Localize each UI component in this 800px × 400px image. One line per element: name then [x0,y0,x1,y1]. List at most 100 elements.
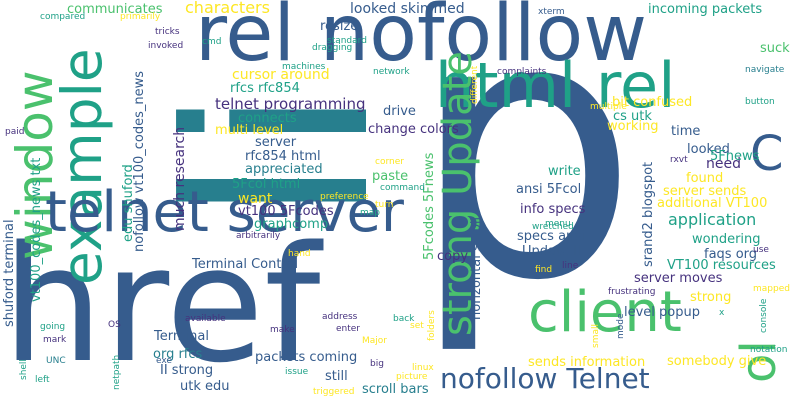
word-30: 5Fcol html [232,177,301,192]
word-24: multi level [215,123,284,138]
word-27: server [255,135,297,150]
word-60: scroll bars [362,382,429,397]
word-26: much research [172,126,188,231]
word-92: corner [375,157,404,167]
word-111: available [185,314,226,324]
word-4: html rel [435,49,676,122]
word-56: org rfcs [153,347,203,362]
word-116: enter [336,324,361,334]
word-49: VT100 resources [667,258,776,273]
word-95: map [360,208,380,218]
word-96: preference [320,192,369,202]
word-97: arbitrarily [236,231,281,241]
word-125: big [370,359,384,369]
word-29: appreciated [245,162,323,177]
word-10: nofollow Telnet [440,362,650,395]
word-17: telnet programming [215,95,366,113]
word-98: wretched [532,222,574,232]
word-84: xterm [538,7,565,17]
word-94: turn [375,200,394,210]
word-61: Terminal Control [192,257,299,272]
word-100: hand [288,249,311,259]
word-107: mode [616,313,626,339]
word-76: primarily [120,12,161,22]
word-47: wondering [692,232,761,247]
word-82: machines [282,62,326,72]
word-128: picture [396,372,428,382]
word-28: rfc854 html [245,149,321,164]
word-0: p [410,0,639,359]
word-104: mapped [753,284,790,294]
word-117: back [393,314,415,324]
word-66: nofollow vt100_codes_news [132,70,147,252]
word-63: shuford terminal [2,219,17,327]
word-14: communicates [67,2,163,17]
word-23: change colors [368,122,459,137]
word-2: href [2,211,321,398]
word-90: rxvt [670,155,688,165]
word-86: complaints [497,67,547,77]
word-74: suck [760,41,790,56]
word-64: vt100_codes_news txt [29,157,44,302]
word-70: 5Fnews [710,149,760,164]
word-31: want [238,191,273,207]
word-25: connects [238,111,297,126]
word-81: dragging [312,43,353,53]
word-51: strong [690,290,732,305]
word-50: server moves [634,271,723,286]
word-62: Terminal [154,329,209,344]
word-118: set [410,321,424,331]
word-119: folders [427,310,437,341]
word-105: frustrating [608,287,656,297]
word-121: UNC [46,356,66,366]
word-79: cmd [202,37,222,47]
word-106: small [591,324,601,348]
word-85: different [470,65,480,104]
word-46: additional VT100 [657,196,768,211]
word-91: paid [5,127,25,137]
word-11: C [750,126,784,182]
word-73: drive [383,104,416,119]
word-93: command [380,183,425,193]
word-99: menu [545,219,571,229]
word-39: Update II [522,244,581,259]
word-7: telnet server [45,180,404,245]
word-55: packets coming [255,350,358,365]
word-52: level popup [624,305,700,320]
word-37: info specs [520,202,586,217]
word-32: vt100 5Fcodes [238,204,334,219]
word-89: button [745,97,775,107]
word-13: characters [185,0,270,17]
word-48: faqs org [704,247,758,262]
word-123: exe [156,356,172,366]
word-120: mark [43,335,67,345]
word-53: sends information [528,355,646,370]
word-69: 5Fcodes 5Fnews [422,152,437,260]
word-71: working [607,119,659,134]
word-80: standard [327,36,367,46]
word-102: line [562,261,579,271]
word-59: still [325,369,348,384]
word-110: notation [750,345,788,355]
word-67: horizontal scroll [469,216,484,320]
word-15: looked skimmed [350,1,465,17]
word-34: write [548,164,581,179]
word-41: time [671,124,701,139]
word-33: graphcomp [254,217,329,232]
word-129: triggered [313,387,355,397]
word-101: use [753,245,769,255]
word-72: resize [320,19,359,34]
word-54: somebody give [667,354,767,369]
word-114: make [270,325,295,335]
word-20: application [668,210,757,229]
word-8: client [528,280,682,345]
word-40: copy [437,249,469,264]
word-3: rel nofollow [195,0,648,79]
word-122: netpath [112,354,122,390]
word-58: utk edu [180,379,230,394]
word-124: issue [285,367,309,377]
word-22: cs utk [613,109,652,124]
word-16: incoming packets [648,2,763,17]
word-103: find [535,265,553,275]
